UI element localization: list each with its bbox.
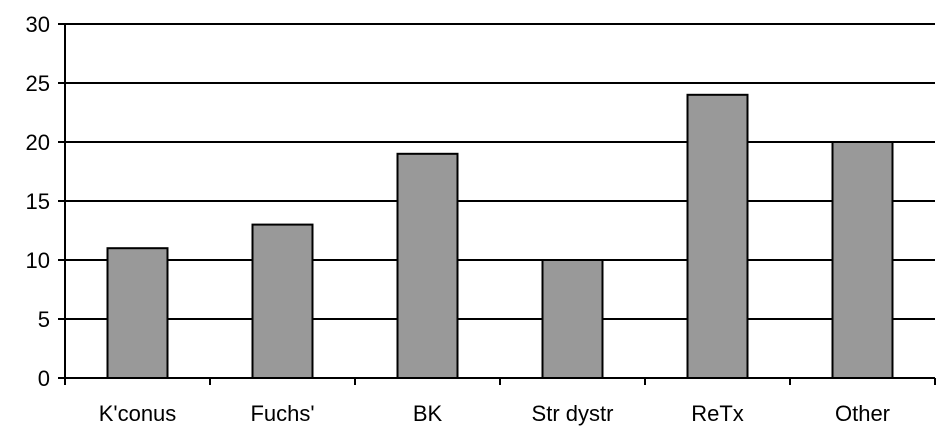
bar [686,93,749,380]
y-tick-label: 20 [26,130,50,155]
x-tick-label: Other [835,401,890,426]
x-tick-label: ReTx [691,401,744,426]
y-tick-label: 30 [26,12,50,37]
bar [251,223,314,379]
bar [106,247,169,379]
y-tick-label: 15 [26,189,50,214]
y-tick-label: 5 [38,307,50,332]
grid-lines [65,23,935,320]
y-tick-label: 0 [38,366,50,391]
y-tick-label: 25 [26,71,50,96]
x-tick-label: Str dystr [532,401,614,426]
axes [58,23,936,385]
y-tick-labels: 0 5 10 15 20 25 30 [26,12,50,391]
bar [396,152,459,379]
y-tick-label: 10 [26,248,50,273]
bars [106,93,894,380]
x-tick-labels: K'conus Fuchs' BK Str dystr ReTx Other [99,401,890,426]
bar [541,259,604,379]
bar [831,141,894,379]
x-tick-label: K'conus [99,401,177,426]
x-tick-label: BK [413,401,443,426]
x-tick-label: Fuchs' [250,401,314,426]
